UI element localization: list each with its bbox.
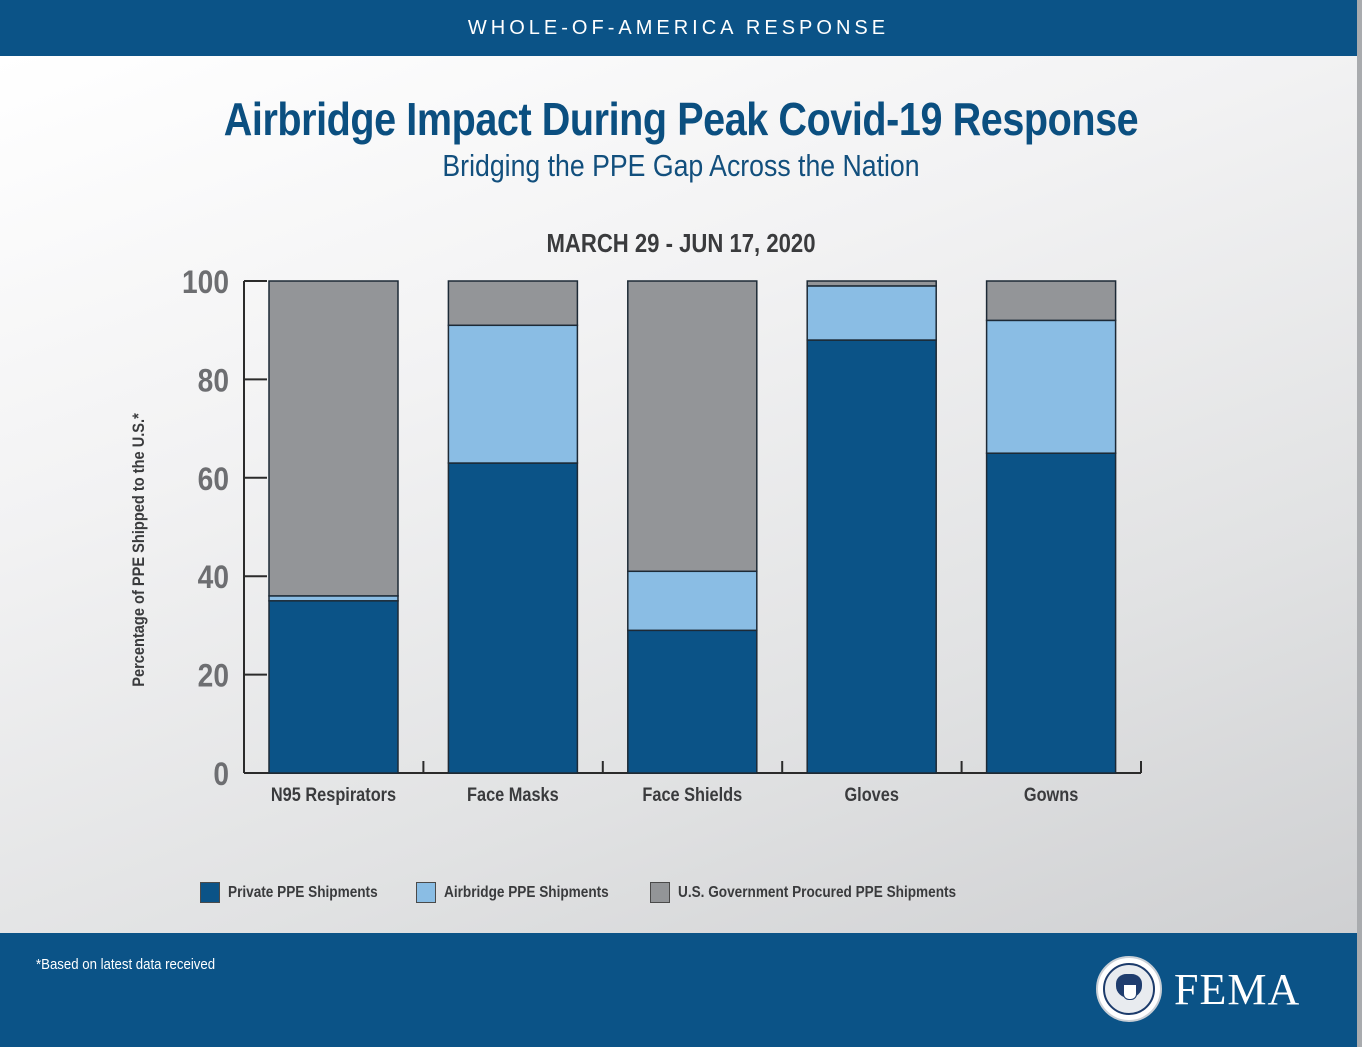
x-tick-label: Gloves <box>844 784 899 805</box>
x-tick-label: Face Shields <box>642 784 742 805</box>
fema-logo: FEMA <box>1096 956 1300 1022</box>
y-tick-label: 20 <box>198 659 229 694</box>
bar-segment-private <box>806 339 937 774</box>
legend-item-government: U.S. Government Procured PPE Shipments <box>650 882 1005 903</box>
page-subtitle: Bridging the PPE Gap Across the Nation <box>442 148 920 183</box>
y-tick-label: 0 <box>213 757 229 792</box>
x-tick-label: N95 Respirators <box>271 784 396 805</box>
y-tick-label: 80 <box>198 364 229 399</box>
shield-icon <box>1123 984 1137 1000</box>
bar-segment-airbridge <box>985 319 1117 454</box>
bar-segment-government <box>627 280 758 573</box>
legend-label: Airbridge PPE Shipments <box>444 883 609 901</box>
bar-segment-private <box>627 629 758 774</box>
legend-swatch-government <box>650 882 670 903</box>
bar-segment-private <box>268 600 399 774</box>
dhs-seal-icon <box>1096 956 1162 1022</box>
footnote: *Based on latest data received <box>36 956 216 973</box>
bar-segment-airbridge <box>806 285 937 341</box>
legend-swatch-airbridge <box>416 882 436 903</box>
bar-segment-government <box>985 280 1117 322</box>
y-axis-label: Percentage of PPE Shipped to the U.S.* <box>130 412 148 686</box>
y-tick-label: 40 <box>198 561 229 596</box>
legend-item-private: Private PPE Shipments <box>200 882 404 903</box>
bar-segment-airbridge <box>627 570 758 632</box>
page-edge <box>1357 0 1362 1047</box>
legend-item-airbridge: Airbridge PPE Shipments <box>416 882 638 903</box>
page-title: Airbridge Impact During Peak Covid-19 Re… <box>223 93 1139 145</box>
top-banner: WHOLE-OF-AMERICA RESPONSE <box>0 0 1357 56</box>
bar-segment-government <box>268 280 399 597</box>
banner-text: WHOLE-OF-AMERICA RESPONSE <box>467 16 890 39</box>
bar-segment-airbridge <box>447 324 579 464</box>
bar-segment-private <box>447 462 579 774</box>
y-tick-label: 60 <box>198 462 229 497</box>
x-tick-label: Face Masks <box>467 784 559 805</box>
bar-segment-government <box>806 280 937 287</box>
fema-wordmark: FEMA <box>1174 964 1301 1014</box>
legend-swatch-private <box>200 882 220 903</box>
bar-segment-private <box>985 452 1117 774</box>
y-tick-label: 100 <box>182 265 229 300</box>
chart-title: MARCH 29 - JUN 17, 2020 <box>546 228 816 258</box>
chart-legend: Private PPE Shipments Airbridge PPE Ship… <box>0 882 1362 912</box>
bar-segment-government <box>447 280 579 327</box>
x-tick-label: Gowns <box>1024 784 1079 805</box>
legend-label: U.S. Government Procured PPE Shipments <box>678 883 957 901</box>
legend-label: Private PPE Shipments <box>228 883 378 901</box>
